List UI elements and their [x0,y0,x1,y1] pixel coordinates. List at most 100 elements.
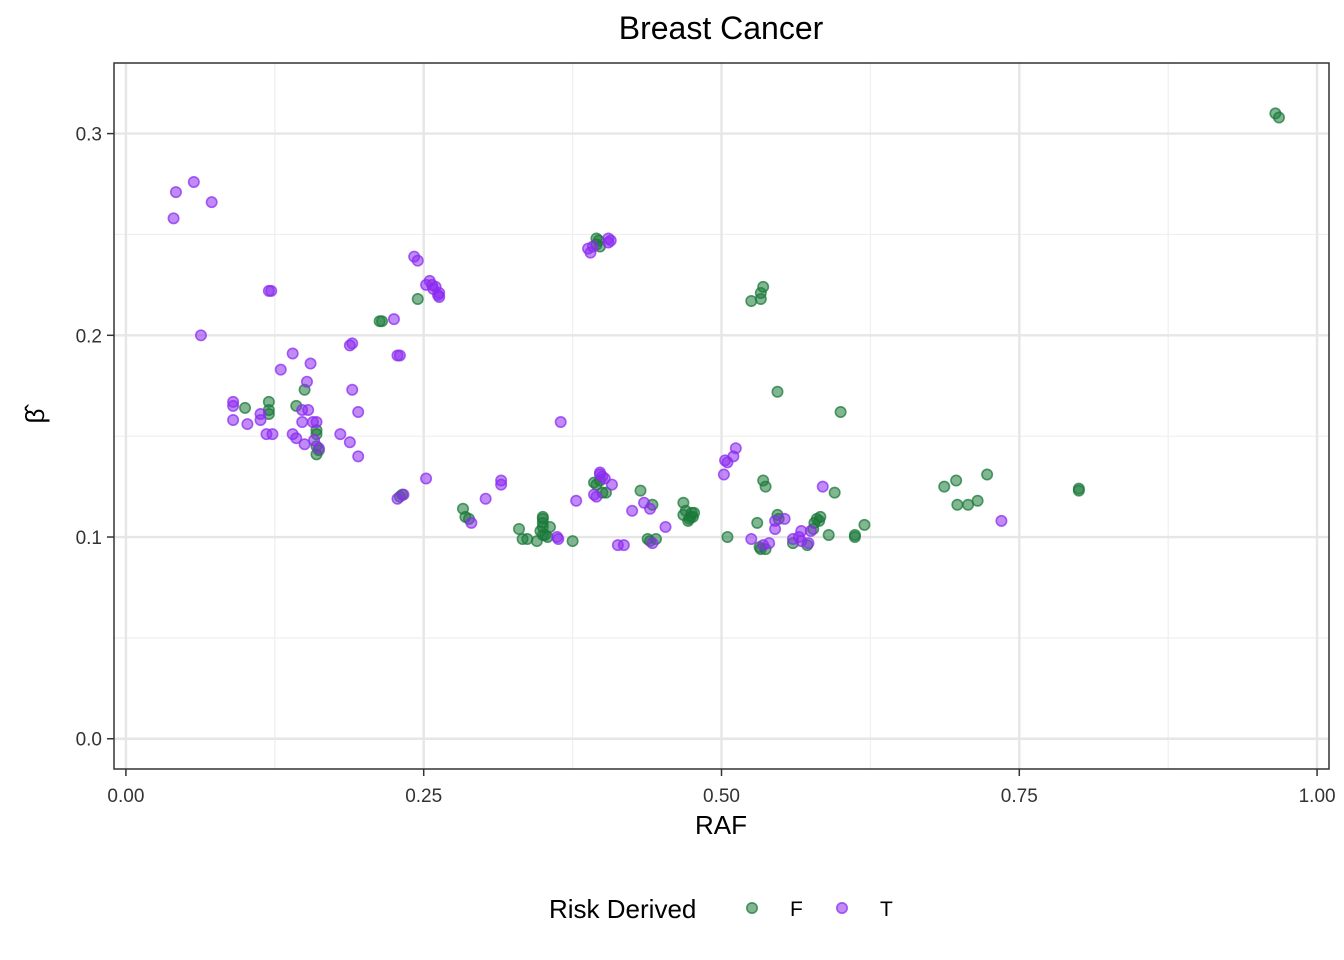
y-tick-label: 0.1 [76,528,102,549]
data-point-t [479,492,492,505]
data-point-t [995,514,1008,527]
x-tick-label: 0.50 [703,786,740,807]
data-point-t [605,478,618,491]
data-point-f [971,494,984,507]
data-point-t [804,524,817,537]
data-point-t [352,450,365,463]
data-point-t [729,442,742,455]
x-tick-label: 0.00 [107,786,144,807]
data-point-t [266,428,279,441]
data-point-t [296,416,309,429]
y-tick-label: 0.3 [76,125,102,146]
data-point-t [241,418,254,431]
data-point-t [167,212,180,225]
data-point-f [814,510,827,523]
legend-key-t [835,901,848,914]
data-point-f [858,518,871,531]
data-point-t [433,286,446,299]
data-point-f [1272,111,1285,124]
data-point-t [626,504,639,517]
data-point-t [604,234,617,247]
data-point-f [376,315,389,328]
data-point-t [346,383,359,396]
data-point-f [771,385,784,398]
data-point-f [981,468,994,481]
data-point-f [834,405,847,418]
data-point-f [543,520,556,533]
data-point-t [397,488,410,501]
legend-title: Risk Derived [549,894,696,924]
legend: Risk Derived F T [549,894,893,924]
data-point-t [346,337,359,350]
data-point-f [536,510,549,523]
data-point-t [286,347,299,360]
chart-title: Breast Cancer [619,10,824,46]
y-tick-label: 0.0 [76,730,102,751]
data-point-f [634,484,647,497]
legend-label-t: T [880,898,893,921]
data-point-t [227,395,240,408]
data-point-t [310,416,323,429]
x-tick-label: 0.25 [405,786,442,807]
data-point-t [254,407,267,420]
legend-key-f [745,901,758,914]
data-points [167,107,1285,556]
data-point-f [938,480,951,493]
data-point-t [343,436,356,449]
data-point-f [822,529,835,542]
data-point-t [802,537,815,550]
data-point-t [420,472,433,485]
data-point-f [759,480,772,493]
data-point-t [187,176,200,189]
data-point-t [816,480,829,493]
data-point-t [644,502,657,515]
data-point-f [751,516,764,529]
data-point-t [617,539,630,552]
y-axis-ticks: 0.0 0.1 0.2 0.3 [76,125,114,751]
data-point-t [304,357,317,370]
data-point-f [757,280,770,293]
data-point-t [769,522,782,535]
data-point-t [411,254,424,267]
legend-label-f: F [790,898,803,921]
data-point-t [205,196,218,209]
data-point-f [521,533,534,546]
x-tick-label: 1.00 [1299,786,1336,807]
data-point-f [239,401,252,414]
data-point-f [745,295,758,308]
data-point-t [659,520,672,533]
data-point-t [290,432,303,445]
data-point-f [848,529,861,542]
data-point-t [570,494,583,507]
data-point-t [334,428,347,441]
data-point-t [590,490,603,503]
y-tick-label: 0.2 [76,326,102,347]
data-point-f [688,506,701,519]
data-point-t [554,416,567,429]
data-point-t [646,537,659,550]
data-point-t [194,329,207,342]
data-point-t [274,363,287,376]
data-point-f [950,474,963,487]
data-point-t [312,442,325,455]
x-axis-ticks: 0.00 0.25 0.50 0.75 1.00 [107,769,1336,807]
data-point-f [512,522,525,535]
data-point-t [265,284,278,297]
data-point-t [745,533,758,546]
data-point-f [411,293,424,306]
data-point-t [586,240,599,253]
y-axis-title: β̂ [20,404,50,424]
data-point-t [387,313,400,326]
data-point-t [300,375,313,388]
x-axis-title: RAF [695,810,747,840]
data-point-t [552,533,565,546]
data-point-t [352,405,365,418]
data-point-f [1072,482,1085,495]
data-point-f [566,535,579,548]
data-point-t [227,414,240,427]
data-point-f [721,531,734,544]
data-point-f [828,486,841,499]
data-point-t [495,478,508,491]
data-point-t [717,468,730,481]
